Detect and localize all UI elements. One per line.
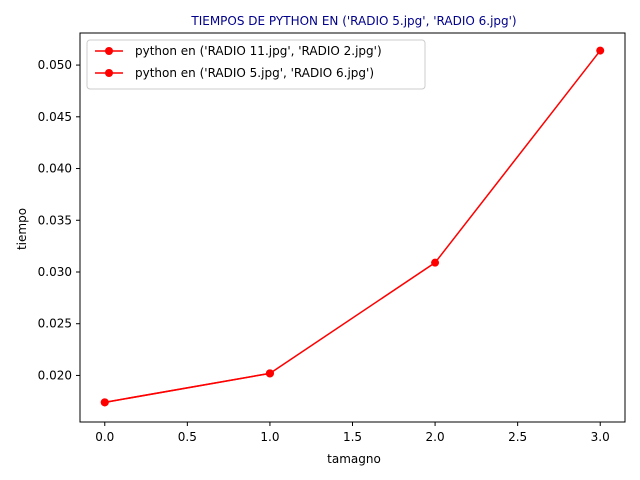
legend-marker [105, 47, 113, 55]
y-tick-label: 0.035 [38, 213, 72, 227]
series-layer [100, 46, 605, 407]
x-tick-label: 2.0 [426, 430, 445, 444]
legend-label: python en ('RADIO 11.jpg', 'RADIO 2.jpg'… [135, 44, 382, 58]
y-tick-label: 0.030 [38, 265, 72, 279]
x-tick-label: 0.0 [95, 430, 114, 444]
y-tick-label: 0.040 [38, 162, 72, 176]
y-tick-label: 0.020 [38, 368, 72, 382]
x-tick-label: 1.0 [260, 430, 279, 444]
legend-box [86, 39, 426, 90]
x-tick-label: 2.5 [508, 430, 527, 444]
x-tick-label: 3.0 [591, 430, 610, 444]
chart-title: TIEMPOS DE PYTHON EN ('RADIO 5.jpg', 'RA… [190, 14, 516, 28]
y-tick-label: 0.045 [38, 110, 72, 124]
axes: 0.0 0.5 1.0 1.5 2.0 2.5 3.0 0.020 0.025 0.030 0.03… [38, 32, 626, 444]
data-point [265, 369, 274, 378]
y-tick-label: 0.050 [38, 58, 72, 72]
x-tick-label: 1.5 [343, 430, 362, 444]
x-axis-label: tamagno [327, 452, 381, 466]
y-tick-label: 0.025 [38, 317, 72, 331]
legend-label: python en ('RADIO 5.jpg', 'RADIO 6.jpg') [135, 66, 374, 80]
data-point [431, 258, 440, 267]
x-tick-label: 0.5 [178, 430, 197, 444]
y-axis-label: tiempo [15, 208, 29, 250]
data-point [100, 398, 109, 407]
series-line [104, 50, 601, 404]
data-point [596, 46, 605, 55]
legend: python en ('RADIO 11.jpg', 'RADIO 2.jpg'… [86, 39, 426, 90]
legend-marker [105, 69, 113, 77]
